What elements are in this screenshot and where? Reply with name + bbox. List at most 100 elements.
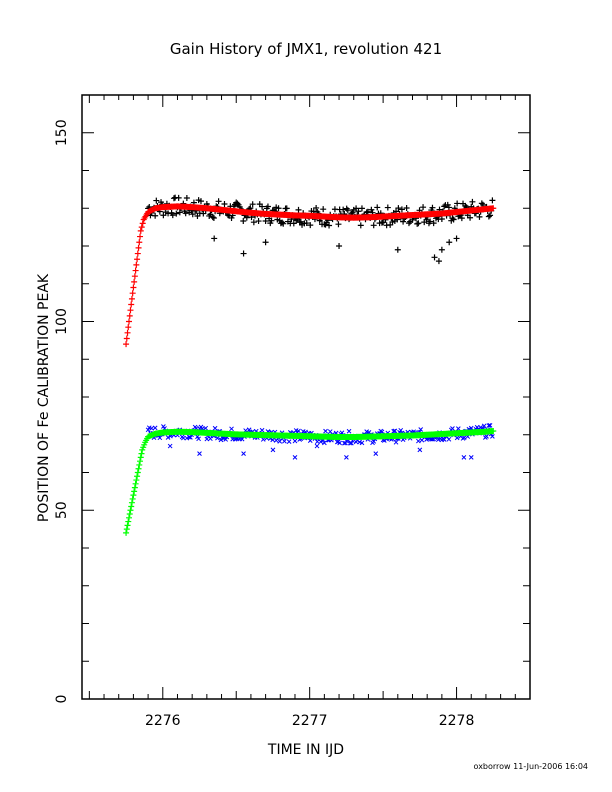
point-upper-measured [420, 204, 427, 211]
point-lower-measured [184, 435, 190, 441]
point-upper-measured [182, 210, 189, 217]
point-upper-measured [290, 220, 297, 227]
point-lower-fit [138, 450, 145, 457]
point-lower-fit [137, 454, 144, 461]
point-upper-measured [221, 201, 228, 208]
point-upper-measured [326, 222, 333, 229]
point-upper-measured [400, 218, 407, 225]
point-upper-measured [489, 197, 496, 204]
point-upper-measured [368, 206, 375, 213]
point-lower-fit [490, 427, 497, 434]
x-tick-label: 2276 [145, 713, 181, 729]
point-upper-fit [123, 335, 130, 342]
point-upper-measured [374, 204, 381, 211]
point-lower-measured [223, 437, 229, 442]
point-upper-fit [131, 273, 138, 280]
point-lower-measured [270, 447, 276, 453]
point-upper-measured [209, 214, 216, 221]
point-upper-measured [476, 213, 483, 220]
point-upper-fit [123, 341, 130, 348]
point-upper-measured [344, 207, 351, 214]
point-lower-measured [454, 435, 460, 441]
point-upper-measured [394, 246, 401, 253]
point-upper-measured [438, 246, 445, 253]
point-lower-fit [126, 511, 133, 518]
point-lower-measured [212, 425, 218, 431]
point-upper-fit [131, 278, 138, 285]
point-lower-fit [134, 473, 141, 480]
point-lower-measured [392, 428, 398, 434]
point-upper-measured [415, 220, 422, 227]
point-upper-fit [127, 307, 134, 314]
point-upper-fit [130, 284, 137, 291]
point-upper-measured [441, 203, 448, 210]
point-upper-fit [490, 205, 497, 212]
point-upper-measured [453, 235, 460, 242]
x-axis-ticks [88, 95, 531, 699]
point-upper-measured [430, 220, 437, 227]
plot-frame [81, 94, 531, 700]
point-lower-measured [424, 437, 429, 442]
point-upper-fit [128, 295, 135, 302]
point-lower-measured [398, 427, 404, 433]
point-lower-measured [260, 437, 266, 442]
point-upper-measured [320, 206, 327, 213]
point-lower-measured [490, 434, 495, 439]
point-upper-fit [124, 329, 131, 336]
point-upper-measured [313, 204, 320, 211]
point-upper-measured [355, 208, 362, 215]
point-upper-measured [485, 213, 492, 220]
data-points [123, 194, 497, 536]
point-upper-measured [364, 208, 371, 215]
point-lower-measured [277, 439, 283, 444]
point-upper-fit [128, 301, 135, 308]
y-tick-label: 100 [54, 308, 70, 335]
point-upper-fit [126, 318, 133, 325]
point-upper-measured [398, 206, 405, 213]
point-lower-measured [292, 438, 298, 444]
point-upper-measured [395, 205, 402, 212]
point-upper-fit [136, 239, 143, 246]
point-upper-measured [449, 215, 456, 222]
point-lower-measured [292, 455, 298, 460]
point-lower-measured [371, 438, 377, 444]
point-lower-fit [131, 488, 138, 495]
point-upper-fit [137, 227, 144, 234]
point-upper-measured [446, 239, 453, 246]
point-lower-measured [152, 425, 158, 431]
point-lower-measured [314, 443, 320, 449]
point-lower-measured [215, 435, 220, 441]
point-lower-measured [468, 455, 474, 460]
point-lower-fit [126, 514, 133, 521]
point-lower-measured [487, 423, 493, 428]
point-lower-fit [134, 469, 141, 476]
point-lower-measured [416, 438, 421, 444]
point-lower-fit [137, 458, 144, 465]
point-upper-measured [262, 239, 269, 246]
point-lower-measured [229, 426, 234, 432]
point-lower-measured [484, 433, 489, 439]
point-lower-measured [393, 439, 399, 445]
point-lower-measured [203, 425, 209, 431]
point-upper-measured [478, 200, 485, 207]
point-lower-measured [286, 439, 292, 444]
point-lower-fit [129, 495, 136, 502]
point-upper-fit [137, 233, 144, 240]
point-lower-measured [282, 438, 287, 444]
x-axis-tick-labels: 2276 2277 2278 [145, 713, 474, 729]
point-lower-measured [337, 440, 342, 446]
point-lower-fit [125, 518, 132, 525]
point-upper-measured [240, 250, 247, 257]
point-lower-measured [270, 437, 276, 443]
point-lower-measured [180, 435, 186, 441]
point-lower-measured [208, 436, 213, 442]
point-upper-measured [414, 220, 421, 227]
point-lower-fit [128, 499, 135, 506]
point-lower-measured [296, 428, 301, 434]
point-upper-measured [445, 204, 452, 211]
point-lower-measured [417, 447, 423, 453]
point-upper-measured [358, 205, 365, 212]
point-upper-fit [138, 224, 145, 231]
point-upper-measured [435, 258, 442, 265]
